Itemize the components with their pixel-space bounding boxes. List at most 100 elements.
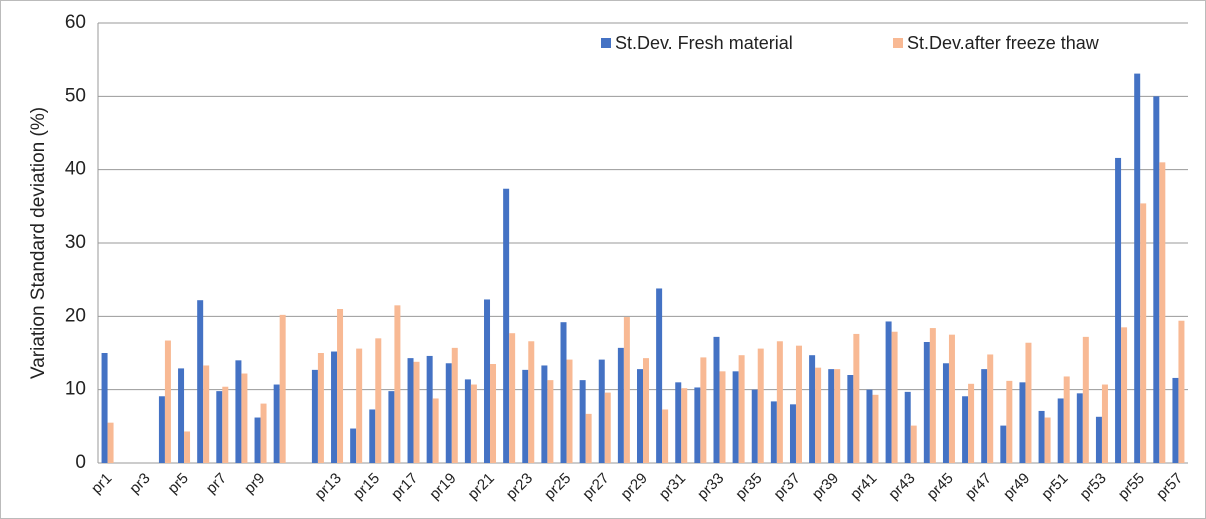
bar <box>522 369 529 463</box>
bar <box>432 398 439 463</box>
bar <box>1038 410 1045 463</box>
bar <box>962 396 969 463</box>
bar <box>566 359 573 463</box>
bar <box>1019 382 1026 463</box>
bar <box>490 364 497 463</box>
bar <box>694 387 701 463</box>
bar <box>547 380 554 463</box>
bar <box>158 396 165 463</box>
bar <box>235 360 242 463</box>
bar <box>751 389 758 463</box>
bar <box>164 340 171 463</box>
bar <box>107 422 114 463</box>
legend-swatch <box>601 38 611 48</box>
bar <box>445 363 452 463</box>
bar <box>643 358 649 463</box>
bar <box>1025 342 1032 463</box>
bar <box>853 333 860 463</box>
bar <box>987 354 994 463</box>
bar <box>656 288 663 463</box>
bar <box>713 336 720 463</box>
bar <box>1140 203 1147 463</box>
bar <box>604 392 611 463</box>
bar <box>1121 327 1128 463</box>
bar <box>317 353 324 463</box>
bar <box>254 417 261 463</box>
bar <box>910 425 917 463</box>
bar <box>203 365 210 463</box>
bar <box>426 355 433 463</box>
bar <box>1044 417 1051 463</box>
bar <box>260 403 267 463</box>
bar <box>1172 377 1179 463</box>
bar <box>197 300 204 463</box>
bar <box>178 368 185 463</box>
bar <box>1134 73 1141 463</box>
legend-swatch <box>893 38 903 48</box>
y-tick-label: 0 <box>75 452 86 473</box>
bar <box>776 341 783 463</box>
bar <box>617 347 624 463</box>
bar <box>222 386 229 463</box>
bar <box>757 348 764 463</box>
bar <box>891 331 898 463</box>
bar <box>184 431 191 463</box>
bar <box>1115 157 1122 463</box>
bar <box>815 367 822 463</box>
bar <box>585 413 592 463</box>
bar <box>1095 416 1102 463</box>
bar <box>375 338 382 463</box>
bar <box>1178 320 1185 463</box>
bar <box>464 379 471 463</box>
y-tick-label: 50 <box>65 85 86 106</box>
bar <box>1006 380 1013 463</box>
bar <box>675 382 682 463</box>
bar <box>904 391 911 463</box>
bar <box>484 299 491 463</box>
bar <box>1153 96 1160 463</box>
bar <box>598 359 605 463</box>
bar <box>388 391 395 463</box>
bar <box>719 371 726 463</box>
bar <box>579 380 586 463</box>
bar <box>732 371 739 463</box>
bar <box>968 383 975 463</box>
bar <box>451 347 458 463</box>
bar <box>413 361 420 463</box>
bar <box>1101 384 1108 463</box>
bar <box>981 369 988 463</box>
y-tick-label: 30 <box>65 232 86 253</box>
bar <box>738 355 745 463</box>
bar <box>809 355 816 463</box>
bar <box>828 369 835 463</box>
bar <box>923 342 930 463</box>
bar <box>1076 393 1083 463</box>
y-tick-label: 60 <box>65 12 86 33</box>
bar <box>407 358 414 463</box>
bar <box>700 357 707 463</box>
legend-label: St.Dev. Fresh material <box>615 33 793 53</box>
bar <box>331 351 338 463</box>
bar <box>503 188 510 463</box>
bar <box>942 363 949 463</box>
bar <box>241 373 248 463</box>
bar <box>273 384 280 463</box>
bar <box>847 375 854 463</box>
bar <box>528 341 535 463</box>
bar <box>795 345 802 463</box>
y-tick-label: 10 <box>65 379 86 400</box>
bar <box>369 409 376 463</box>
bar <box>337 309 344 463</box>
bar <box>541 365 548 463</box>
bar <box>1063 376 1070 463</box>
bar <box>101 353 108 463</box>
bar <box>394 305 401 463</box>
bar <box>885 321 892 463</box>
bar <box>1057 398 1064 463</box>
bar <box>866 389 873 463</box>
bar <box>929 328 936 463</box>
bar <box>681 388 688 463</box>
y-axis-label: Variation Standard deviation (%) <box>28 107 49 379</box>
bar <box>350 428 357 463</box>
